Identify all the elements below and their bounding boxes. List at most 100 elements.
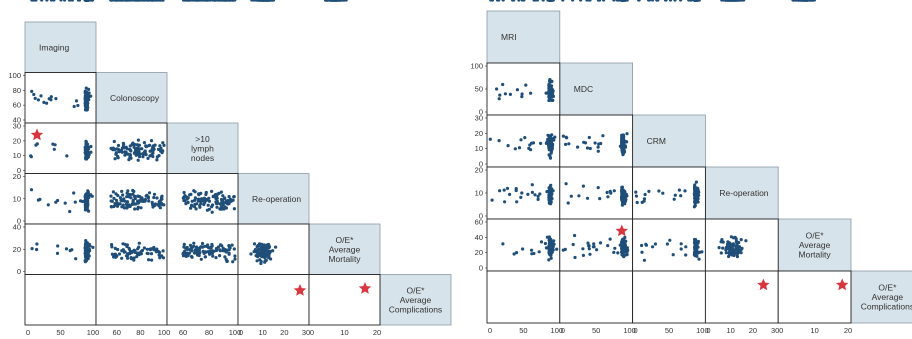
data-point bbox=[605, 190, 609, 195]
data-point bbox=[261, 0, 265, 2]
data-point bbox=[207, 196, 211, 200]
data-point bbox=[262, 251, 266, 255]
data-point bbox=[121, 193, 125, 197]
y-tick-label: 50 bbox=[475, 85, 483, 94]
data-point bbox=[206, 203, 210, 207]
data-point bbox=[158, 144, 162, 148]
data-point bbox=[84, 147, 88, 151]
data-point bbox=[689, 0, 693, 2]
data-point bbox=[547, 251, 552, 256]
data-point bbox=[526, 192, 530, 196]
data-point bbox=[49, 0, 53, 2]
data-point bbox=[91, 245, 95, 249]
data-point bbox=[338, 0, 342, 2]
data-point bbox=[86, 200, 90, 204]
data-point bbox=[591, 245, 596, 249]
highlight-star bbox=[615, 224, 628, 237]
data-point bbox=[269, 249, 273, 253]
data-point bbox=[634, 194, 639, 198]
data-point bbox=[635, 200, 639, 205]
data-point bbox=[512, 0, 516, 2]
data-point bbox=[63, 0, 67, 2]
variable-label: MDC bbox=[574, 84, 593, 94]
data-point bbox=[133, 207, 137, 211]
data-point bbox=[547, 258, 551, 262]
data-point bbox=[606, 244, 610, 248]
data-point bbox=[693, 254, 697, 258]
data-point bbox=[135, 143, 139, 147]
data-point bbox=[111, 190, 115, 194]
y-tick-label: 20 bbox=[475, 248, 483, 257]
data-point bbox=[797, 0, 801, 2]
data-point bbox=[45, 101, 49, 105]
data-point bbox=[612, 250, 616, 254]
data-point bbox=[124, 254, 129, 258]
data-point bbox=[35, 142, 39, 146]
data-point bbox=[220, 201, 224, 205]
data-point bbox=[113, 202, 117, 206]
data-point bbox=[85, 157, 89, 161]
data-point bbox=[546, 137, 550, 141]
data-point bbox=[89, 94, 93, 98]
data-point bbox=[184, 195, 189, 199]
variable-label: Mortality bbox=[328, 254, 361, 264]
data-point bbox=[161, 141, 165, 145]
data-point bbox=[544, 91, 548, 95]
data-point bbox=[193, 202, 197, 206]
diagonal-label-box bbox=[705, 166, 779, 220]
data-point bbox=[122, 142, 126, 146]
data-point bbox=[225, 202, 229, 206]
data-point bbox=[140, 147, 144, 151]
data-point bbox=[621, 153, 625, 157]
data-point bbox=[113, 157, 117, 161]
data-point bbox=[668, 238, 672, 242]
data-point bbox=[671, 253, 675, 257]
data-point bbox=[125, 195, 129, 199]
data-point bbox=[218, 254, 222, 258]
diagonal-label-box bbox=[24, 21, 97, 73]
data-point bbox=[553, 135, 557, 139]
data-point bbox=[155, 196, 159, 200]
data-point bbox=[692, 205, 697, 209]
data-point bbox=[197, 248, 201, 252]
data-point bbox=[792, 0, 796, 2]
data-point bbox=[497, 139, 501, 143]
data-point bbox=[644, 243, 649, 247]
data-point bbox=[185, 251, 189, 255]
x-tick-label: 80 bbox=[205, 328, 213, 337]
data-point bbox=[625, 132, 629, 136]
data-point bbox=[84, 105, 88, 109]
data-point bbox=[120, 189, 124, 193]
data-point bbox=[207, 246, 211, 250]
data-point bbox=[651, 0, 655, 2]
data-point bbox=[693, 200, 697, 204]
data-point bbox=[640, 250, 644, 254]
data-point bbox=[694, 192, 698, 196]
data-point bbox=[547, 190, 551, 194]
data-point bbox=[622, 199, 626, 204]
data-point bbox=[134, 153, 138, 157]
data-point bbox=[694, 251, 698, 255]
data-point bbox=[729, 235, 734, 239]
variable-label: Average bbox=[799, 240, 831, 250]
data-point bbox=[189, 0, 193, 2]
variable-label: Re-operation bbox=[252, 194, 301, 204]
data-point bbox=[150, 258, 154, 262]
data-point bbox=[692, 240, 697, 245]
data-point bbox=[133, 250, 137, 255]
data-point bbox=[109, 194, 113, 198]
data-point bbox=[545, 140, 549, 144]
data-point bbox=[214, 256, 218, 260]
data-point bbox=[158, 0, 162, 2]
data-point bbox=[549, 256, 553, 260]
data-point bbox=[182, 198, 186, 203]
data-point bbox=[122, 250, 126, 254]
data-point bbox=[35, 242, 39, 246]
data-point bbox=[679, 194, 683, 198]
data-point bbox=[543, 241, 548, 246]
y-tick-label: 10 bbox=[13, 151, 21, 160]
data-point bbox=[219, 207, 223, 211]
data-point bbox=[581, 184, 586, 188]
data-point bbox=[192, 241, 196, 245]
data-point bbox=[136, 158, 140, 162]
